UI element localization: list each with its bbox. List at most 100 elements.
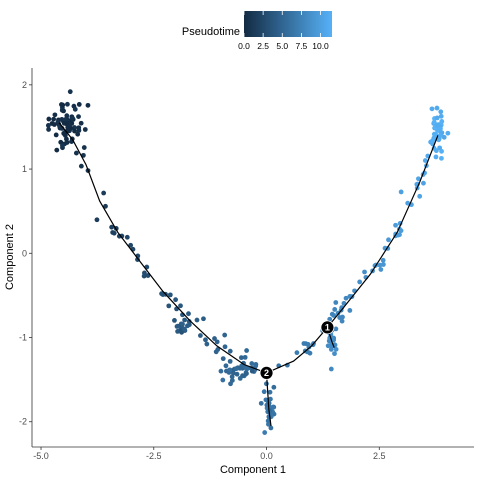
data-point: [172, 317, 177, 323]
data-point: [182, 326, 187, 332]
data-points: [45, 89, 451, 435]
data-point: [159, 291, 164, 297]
data-point: [429, 106, 435, 112]
data-point: [185, 323, 190, 329]
legend-colorbar: [244, 11, 332, 37]
y-axis-title: Component 2: [4, 224, 16, 290]
data-point: [51, 116, 57, 122]
data-point: [434, 105, 440, 111]
data-point: [227, 367, 233, 373]
data-point: [222, 332, 228, 338]
data-point: [78, 163, 84, 169]
data-point: [329, 311, 335, 317]
data-point: [341, 300, 347, 306]
data-point: [214, 339, 220, 345]
data-point: [215, 347, 221, 352]
data-point: [271, 384, 277, 390]
data-point: [347, 308, 353, 313]
data-point: [64, 136, 69, 142]
data-point: [111, 230, 117, 236]
data-point: [60, 102, 66, 108]
trajectory-main-path: [58, 122, 439, 374]
data-point: [101, 190, 107, 196]
y-tick-label: 2: [22, 80, 27, 90]
data-point: [397, 232, 402, 238]
data-point: [72, 128, 77, 134]
legend-tick-label: 2.5: [257, 41, 269, 51]
legend-ticks: 0.0 2.5 5.0 7.5 10.0: [238, 11, 329, 51]
data-point: [405, 200, 411, 206]
data-point: [378, 267, 384, 272]
data-point: [175, 329, 180, 334]
branch-point-2: 2: [259, 365, 274, 380]
data-point: [249, 368, 255, 374]
data-point: [380, 257, 386, 263]
data-point: [222, 344, 228, 350]
data-point: [258, 400, 264, 406]
data-point: [227, 358, 233, 364]
y-tick-label: -1: [19, 333, 27, 343]
data-point: [339, 318, 345, 324]
data-point: [244, 366, 250, 372]
legend-tick-label: 5.0: [276, 41, 288, 51]
data-point: [218, 368, 224, 374]
data-point: [76, 125, 82, 131]
data-point: [242, 354, 248, 360]
data-point: [438, 113, 444, 119]
data-point: [142, 270, 147, 276]
data-point: [81, 145, 87, 150]
data-point: [237, 375, 243, 381]
data-point: [393, 222, 398, 228]
branch-points: 12: [259, 320, 335, 380]
data-point: [441, 134, 447, 140]
data-point: [73, 150, 79, 156]
data-point: [186, 311, 191, 317]
data-point: [186, 319, 192, 324]
data-point: [380, 262, 386, 267]
data-point: [261, 389, 267, 395]
data-point: [438, 126, 443, 132]
data-point: [244, 348, 250, 353]
trajectory-side-branch: [265, 372, 272, 426]
branch-point-label: 2: [264, 368, 269, 378]
data-point: [78, 120, 84, 126]
data-point: [333, 300, 339, 305]
data-point: [262, 430, 268, 435]
branch-point-label: 1: [325, 323, 330, 333]
data-point: [438, 109, 444, 115]
data-point: [212, 336, 217, 341]
data-point: [45, 123, 51, 128]
legend-title: Pseudotime: [182, 26, 240, 38]
legend-tick-label: 10.0: [312, 41, 329, 51]
data-point: [270, 404, 276, 410]
data-point: [437, 145, 443, 151]
data-point: [203, 337, 208, 343]
data-point: [234, 371, 240, 377]
data-point: [332, 351, 337, 357]
data-point: [328, 366, 334, 372]
branch-point-1: 1: [320, 320, 335, 335]
data-point: [52, 112, 58, 118]
data-point: [362, 269, 367, 275]
data-point: [124, 234, 130, 240]
legend-tick-label: 7.5: [295, 41, 307, 51]
data-point: [46, 127, 51, 132]
data-point: [264, 381, 269, 387]
data-point: [65, 101, 70, 107]
data-point: [227, 348, 233, 354]
data-point: [204, 341, 210, 347]
data-point: [62, 117, 68, 123]
y-tick-label: -2: [19, 417, 27, 427]
data-point: [61, 120, 67, 126]
data-point: [430, 138, 435, 144]
x-tick-label: 2.5: [373, 451, 386, 461]
data-point: [70, 116, 76, 121]
data-point: [128, 242, 134, 248]
data-point: [333, 346, 339, 352]
x-axis-title: Component 1: [220, 464, 286, 476]
data-point: [437, 133, 443, 138]
data-point: [337, 315, 343, 320]
data-point: [67, 89, 73, 95]
